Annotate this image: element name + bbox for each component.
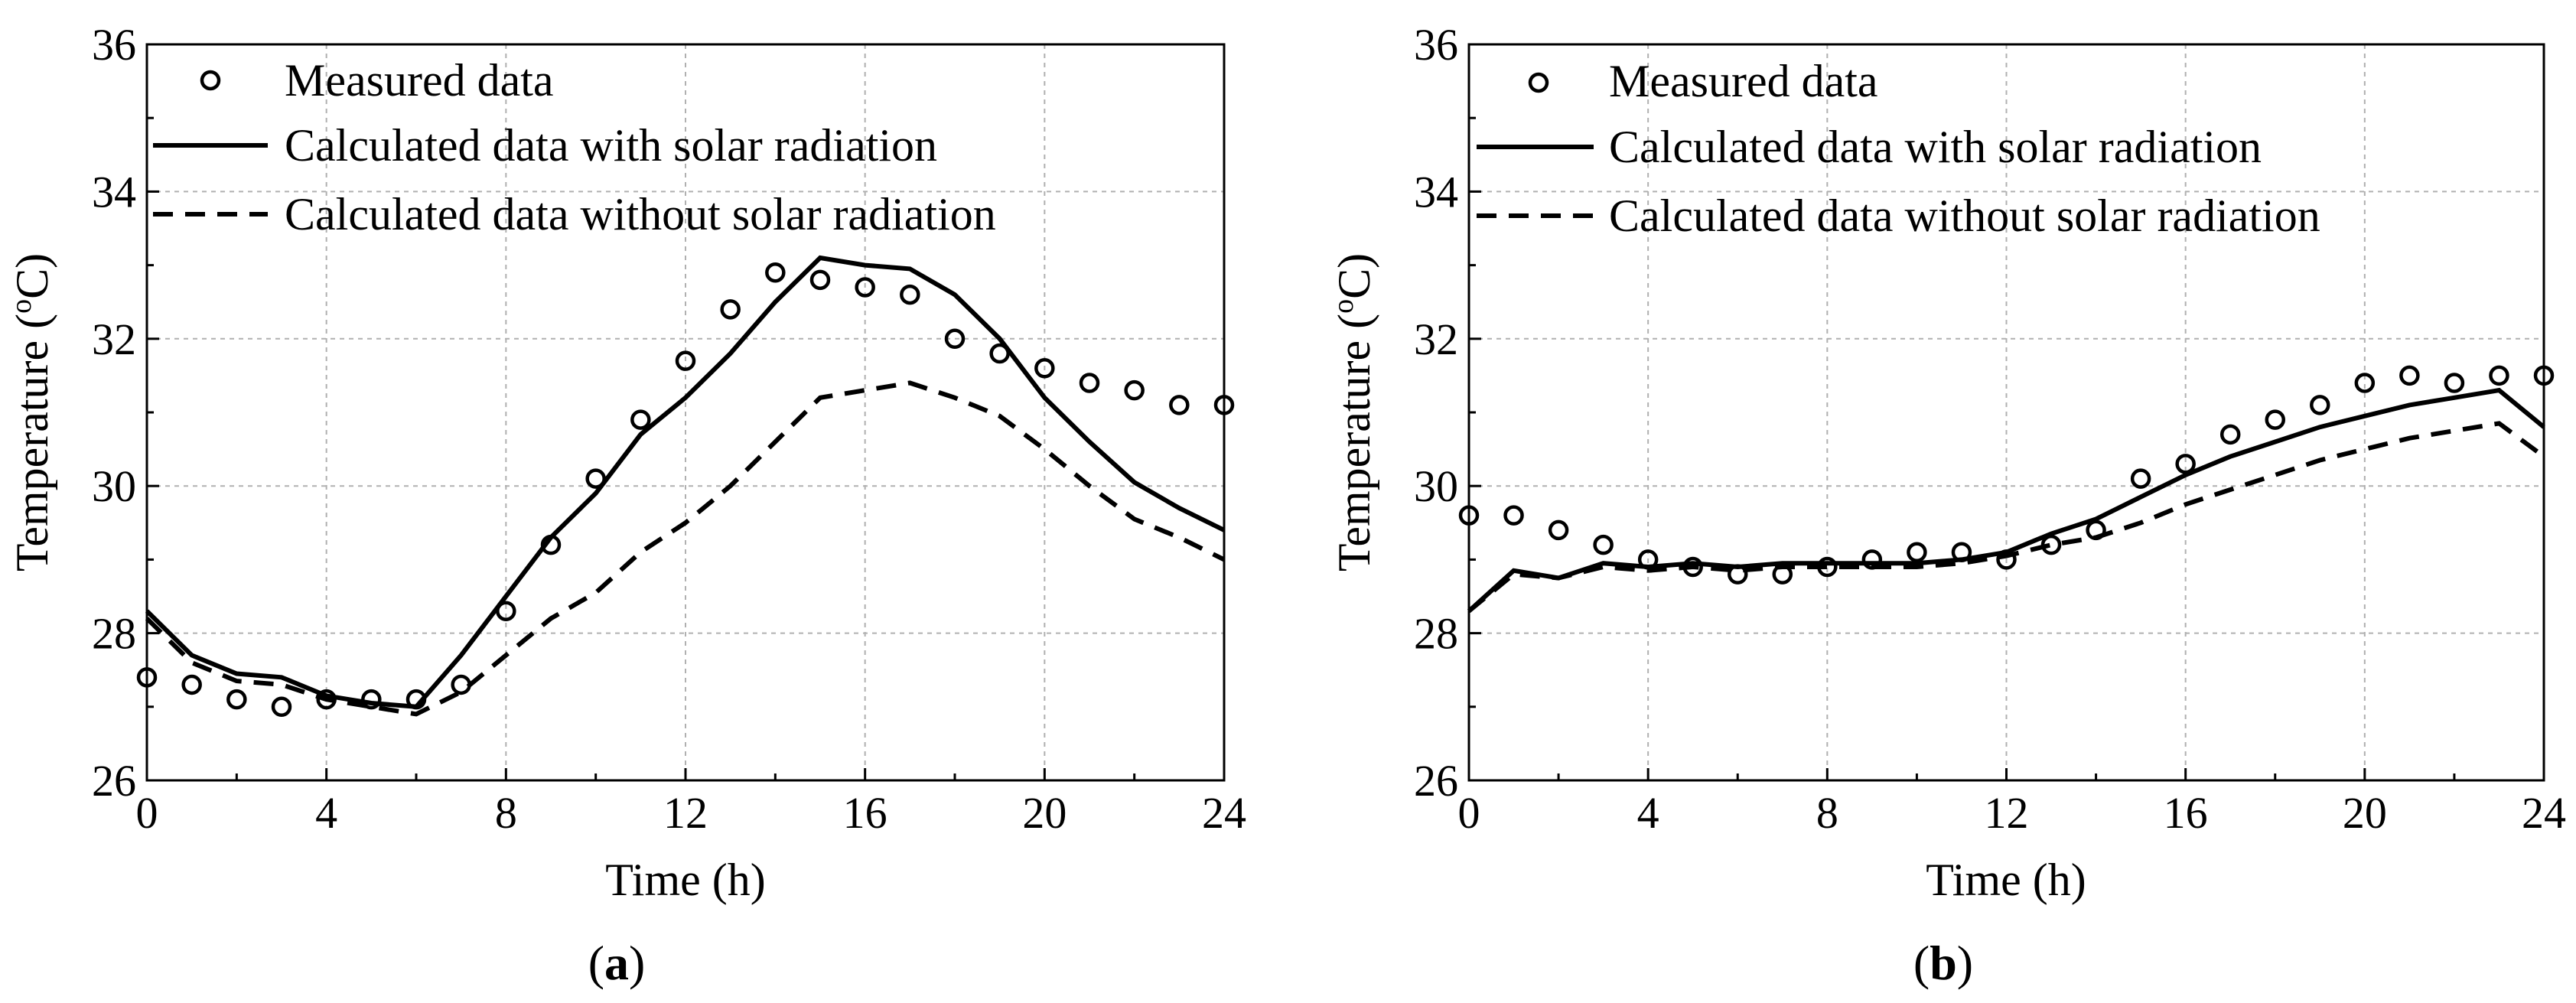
measured-data-point — [2310, 395, 2330, 415]
panel-label-b: (b) — [1913, 936, 1973, 990]
axis-ticks: 0 4 8 12 16 20 24 26 28 30 32 34 36 — [1414, 20, 2566, 838]
grid — [147, 44, 1224, 780]
x-tick-label: 0 — [1458, 788, 1480, 838]
x-tick-label: 4 — [315, 788, 337, 838]
x-axis-label: Time (h) — [1926, 855, 2086, 905]
measured-data-point — [2175, 454, 2196, 474]
grid — [1469, 44, 2544, 780]
measured-data-point — [1593, 534, 1614, 555]
measured-data-point — [1169, 395, 1190, 415]
measured-data-point — [720, 299, 741, 320]
y-axis-label: Temperature (oC) — [1327, 253, 1379, 572]
y-tick-label: 30 — [92, 461, 136, 511]
measured-data-point — [2444, 373, 2465, 393]
legend-marker-measured — [200, 70, 221, 91]
measured-data-point — [1124, 379, 1145, 401]
measured-data-point — [944, 328, 966, 350]
measured-data-point — [226, 689, 247, 710]
y-tick-label: 26 — [92, 756, 136, 806]
x-tick-label: 0 — [136, 788, 158, 838]
x-tick-label: 24 — [2522, 788, 2566, 838]
measured-data-point — [2219, 424, 2241, 445]
x-tick-label: 24 — [1202, 788, 1246, 838]
chart-panel-b: 0 4 8 12 16 20 24 26 28 30 32 34 36 Measured data Ca… — [1327, 20, 2566, 990]
y-tick-label: 26 — [1414, 756, 1458, 806]
legend-label-with-solar: Calculated data with solar radiation — [1609, 122, 2262, 172]
y-tick-label: 32 — [92, 314, 136, 364]
measured-data-point — [809, 269, 831, 291]
y-tick-label: 32 — [1414, 314, 1458, 364]
y-tick-label: 36 — [92, 20, 136, 70]
y-tick-label: 30 — [1414, 461, 1458, 511]
measured-data-point — [271, 696, 292, 718]
measured-data-point — [1034, 358, 1055, 379]
x-tick-label: 20 — [2343, 788, 2387, 838]
legend-label-measured: Measured data — [285, 55, 554, 106]
measured-data-point — [2399, 365, 2420, 386]
series-line-without-solar — [1467, 421, 2545, 614]
series-line-with-solar — [1467, 387, 2545, 613]
legend-label-with-solar: Calculated data with solar radiation — [285, 120, 937, 171]
measured-data-point — [765, 262, 786, 283]
series-line-without-solar — [145, 380, 1226, 717]
series-line-with-solar — [145, 255, 1226, 709]
y-tick-label: 28 — [92, 609, 136, 659]
y-tick-label: 34 — [92, 167, 136, 217]
legend-label-without-solar: Calculated data without solar radiation — [1609, 191, 2320, 241]
measured-data-point — [630, 409, 651, 430]
measured-data-point — [1503, 505, 1524, 526]
measured-data-point — [1548, 519, 1569, 541]
y-axis-label: Temperature (oC) — [5, 253, 57, 572]
chart-panel-a: 0 4 8 12 16 20 24 26 28 30 32 34 36 Measured data Ca… — [5, 20, 1246, 990]
x-tick-label: 16 — [2164, 788, 2208, 838]
measured-data-point — [855, 277, 875, 298]
legend-label-measured: Measured data — [1609, 56, 1878, 106]
x-tick-label: 12 — [1985, 788, 2029, 838]
measured-data-point — [2265, 409, 2285, 430]
x-tick-label: 8 — [1816, 788, 1838, 838]
measured-data-point — [675, 350, 696, 371]
measured-data-point — [1907, 542, 1927, 563]
x-tick-label: 8 — [495, 788, 517, 838]
x-tick-label: 16 — [843, 788, 887, 838]
measured-data-point — [2354, 373, 2376, 393]
axis-ticks: 0 4 8 12 16 20 24 26 28 30 32 34 36 — [92, 20, 1246, 838]
legend: Measured data Calculated data with solar… — [1477, 56, 2320, 241]
measured-data-point — [1079, 373, 1100, 393]
series-layer — [136, 255, 1235, 718]
measured-data-point — [2489, 365, 2509, 386]
x-tick-label: 4 — [1637, 788, 1659, 838]
x-axis-label: Time (h) — [605, 855, 765, 905]
x-tick-label: 20 — [1022, 788, 1067, 838]
panel-label-a: (a) — [588, 936, 646, 990]
measured-data-point — [900, 284, 920, 305]
measured-data-point — [2130, 468, 2151, 489]
y-tick-label: 28 — [1414, 609, 1458, 659]
measured-data-point — [181, 674, 202, 695]
y-tick-label: 36 — [1414, 20, 1458, 70]
legend-label-without-solar: Calculated data without solar radiation — [285, 189, 996, 239]
legend-marker-measured — [1528, 72, 1549, 93]
x-tick-label: 12 — [663, 788, 708, 838]
legend: Measured data Calculated data with solar… — [153, 55, 996, 239]
y-tick-label: 34 — [1414, 167, 1458, 217]
series-layer — [1458, 365, 2555, 614]
